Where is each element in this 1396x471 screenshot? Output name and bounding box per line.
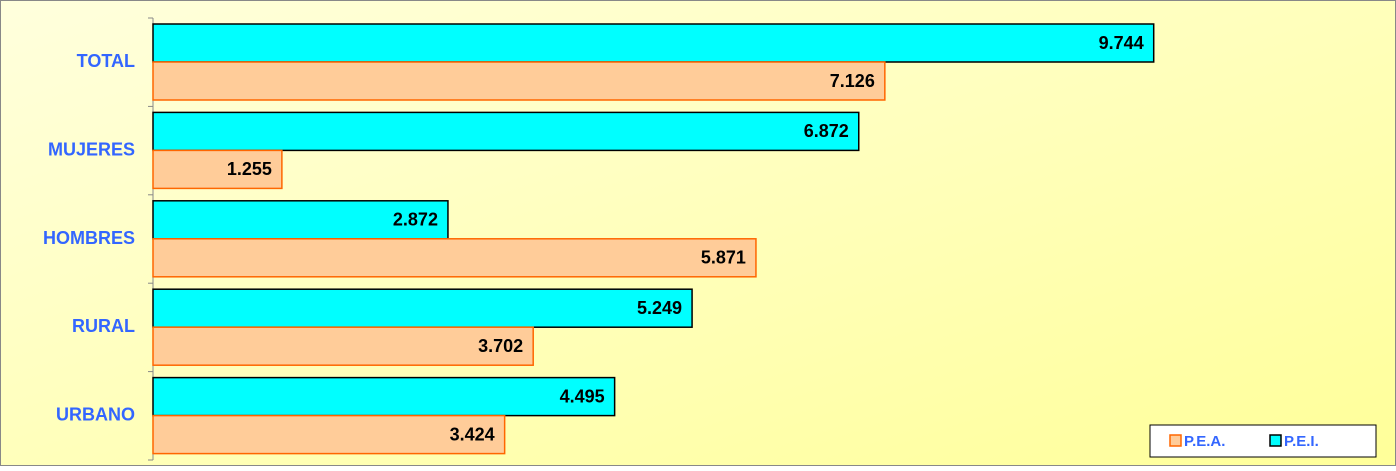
category-label: MUJERES <box>48 139 135 159</box>
bar <box>152 111 860 152</box>
category-label: URBANO <box>56 405 135 425</box>
category-label: RURAL <box>72 316 135 336</box>
data-label: 9.744 <box>1099 33 1144 53</box>
data-label: 4.495 <box>560 386 605 406</box>
category-label: HOMBRES <box>43 228 135 248</box>
data-label: 3.424 <box>450 424 495 444</box>
bar <box>152 288 693 328</box>
legend-swatch <box>1269 434 1282 447</box>
legend-swatch <box>1169 434 1182 447</box>
data-label: 7.126 <box>830 71 875 91</box>
bar <box>152 200 449 240</box>
data-label: 5.249 <box>637 298 682 318</box>
legend-label: P.E.I. <box>1284 433 1319 450</box>
bar <box>152 23 1155 63</box>
bar <box>152 376 616 417</box>
legend-box <box>1149 424 1377 458</box>
data-label: 5.871 <box>701 248 746 268</box>
bar <box>152 61 886 101</box>
data-label: 6.872 <box>804 121 849 141</box>
bar <box>152 326 534 366</box>
data-label: 3.702 <box>478 336 523 356</box>
legend-label: P.E.A. <box>1184 433 1225 450</box>
data-label: 2.872 <box>393 210 438 230</box>
bar <box>152 149 283 190</box>
bar <box>152 238 757 278</box>
bar <box>152 414 506 455</box>
data-label: 1.255 <box>227 159 272 179</box>
category-label: TOTAL <box>77 51 135 71</box>
